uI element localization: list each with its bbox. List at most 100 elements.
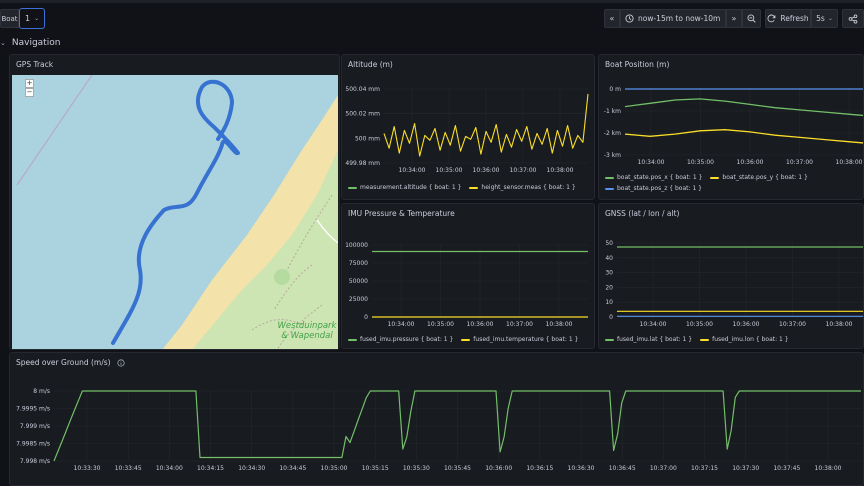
legend-item[interactable]: boat_state.pos_z { boat: 1 } (605, 185, 702, 192)
x-tick-label: 10:34:45 (279, 465, 306, 472)
x-tick-label: 10:34:00 (640, 321, 667, 328)
x-tick-label: 10:38:00 (826, 321, 853, 328)
y-tick-label: -3 km (604, 152, 621, 159)
legend-item[interactable]: boat_state.pos_y { boat: 1 } (710, 174, 808, 181)
series-line (383, 93, 589, 157)
legend-label: fused_imu.pressure { boat: 1 } (360, 336, 454, 343)
map-zoom-out-button[interactable]: − (25, 88, 34, 97)
x-tick-label: 10:37:00 (510, 167, 537, 174)
legend-item[interactable]: fused_imu.lat { boat: 1 } (605, 336, 692, 343)
legend-item[interactable]: boat_state.pos_x { boat: 1 } (605, 174, 702, 181)
y-tick-label: 100000 (345, 242, 368, 249)
time-shift-back-button[interactable]: « (604, 9, 620, 28)
boat-variable-value: 1 (25, 14, 31, 23)
panel-title: Altitude (m) (348, 60, 393, 69)
zoom-out-icon (747, 14, 756, 23)
boat-variable-select[interactable]: 1 ⌄ (19, 8, 45, 29)
x-tick-label: 10:33:45 (115, 465, 142, 472)
panel-speed: Speed over Ground (m/s) 8 m/s 7.9995 m/s 7… (9, 352, 864, 486)
panel-gnss: GNSS (lat / lon / alt) 50 40 30 20 10 0 10:34:… (598, 203, 864, 349)
legend-label: boat_state.pos_x { boat: 1 } (617, 174, 703, 181)
x-tick-label: 10:36:00 (733, 321, 760, 328)
y-tick-label: 7.999 m/s (20, 423, 50, 430)
legend-label: fused_imu.lon { boat: 1 } (712, 336, 789, 343)
x-tick-label: 10:34:00 (399, 167, 426, 174)
speed-chart[interactable]: 8 m/s 7.9995 m/s 7.999 m/s 7.9985 m/s 7.998 … (10, 375, 864, 485)
y-tick-label: 0 m (609, 86, 621, 93)
y-tick-label: 50 (605, 240, 613, 247)
position-chart[interactable]: 0 m -1 km -2 km -3 km 10:34:00 10:35:00 10:36:… (599, 75, 864, 171)
info-icon[interactable] (116, 358, 125, 367)
x-tick-label: 10:34:00 (388, 321, 415, 328)
y-tick-label: 499.98 mm (345, 160, 380, 167)
chevron-double-left-icon: « (609, 14, 615, 23)
series-line (624, 129, 863, 144)
legend-swatch (348, 186, 357, 189)
chevron-down-icon: ⌄ (827, 15, 833, 22)
legend-swatch (348, 338, 357, 341)
park-area (192, 150, 338, 349)
x-tick-label: 10:35:30 (403, 465, 430, 472)
x-tick-label: 10:37:00 (779, 321, 806, 328)
x-tick-label: 10:37:30 (732, 465, 759, 472)
x-tick-label: 10:34:00 (156, 465, 183, 472)
panel-title: Boat Position (m) (605, 60, 670, 69)
x-tick-label: 10:34:15 (197, 465, 224, 472)
row-navigation-toggle[interactable]: ⌄ Navigation (0, 36, 60, 50)
x-tick-label: 10:38:00 (836, 159, 863, 166)
map-zoom-in-button[interactable]: + (25, 79, 34, 88)
y-tick-label: 7.9985 m/s (16, 441, 50, 448)
panel-title: GNSS (lat / lon / alt) (605, 209, 680, 218)
legend-item[interactable]: measurement.altitude { boat: 1 } (348, 184, 461, 191)
altitude-legend: measurement.altitude { boat: 1 } height_s… (348, 184, 576, 191)
y-tick-label: 30 (605, 270, 613, 277)
imu-legend: fused_imu.pressure { boat: 1 } fused_imu.… (348, 336, 578, 343)
x-tick-label: 10:36:00 (485, 465, 512, 472)
gps-map[interactable] (12, 75, 338, 350)
park-road (316, 219, 338, 244)
legend-item[interactable]: height_sensor.meas { boat: 1 } (469, 184, 576, 191)
legend-item[interactable]: fused_imu.lon { boat: 1 } (700, 336, 789, 343)
legend-item[interactable]: fused_imu.temperature { boat: 1 } (461, 336, 578, 343)
x-tick-label: 10:38:00 (547, 167, 574, 174)
x-tick-label: 10:34:00 (638, 159, 665, 166)
refresh-icon (767, 14, 776, 23)
gnss-chart[interactable]: 50 40 30 20 10 0 10:34:00 10:35:00 10:36:00 10:37… (599, 224, 864, 332)
imu-chart[interactable]: 100000 75000 50000 25000 0 10:34:00 10:35:00 10… (342, 224, 595, 332)
panel-title: Speed over Ground (m/s) (16, 358, 111, 367)
y-tick-label: 7.9995 m/s (16, 406, 50, 413)
panel-gps-track: GPS Track + − Westduinpark & Wapendal (9, 54, 340, 350)
x-tick-label: 10:37:15 (691, 465, 718, 472)
x-tick-label: 10:35:00 (687, 159, 714, 166)
time-shift-forward-button[interactable]: » (726, 9, 742, 28)
legend-swatch (605, 338, 614, 341)
x-tick-label: 10:33:30 (74, 465, 101, 472)
legend-label: fused_imu.temperature { boat: 1 } (473, 336, 579, 343)
boat-track (111, 79, 240, 345)
legend-item[interactable]: fused_imu.pressure { boat: 1 } (348, 336, 453, 343)
zoom-out-button[interactable] (742, 9, 761, 28)
x-tick-label: 10:36:00 (473, 167, 500, 174)
refresh-label: Refresh (780, 14, 809, 23)
y-tick-label: 25000 (349, 296, 368, 303)
y-tick-label: 8 m/s (33, 388, 50, 395)
top-divider (0, 0, 864, 3)
boundary-line (16, 75, 93, 186)
chevron-down-icon: ⌄ (0, 39, 6, 47)
refresh-button[interactable]: Refresh (765, 9, 811, 28)
series-line (624, 98, 863, 117)
y-tick-label: 500.02 mm (345, 111, 380, 118)
x-tick-label: 10:35:15 (362, 465, 389, 472)
legend-label: boat_state.pos_z { boat: 1 } (617, 185, 702, 192)
map-label-park: Westduinpark & Wapendal (272, 321, 339, 341)
altitude-chart[interactable]: 500.04 mm 500.02 mm 500 mm 499.98 mm 10:34:0… (342, 75, 595, 179)
x-tick-label: 10:37:00 (786, 159, 813, 166)
time-range-picker[interactable]: now-15m to now-10m (620, 9, 726, 28)
refresh-interval-picker[interactable]: 5s ⌄ (811, 9, 838, 28)
y-tick-label: 500 mm (355, 135, 380, 142)
share-button[interactable] (842, 9, 864, 28)
chevron-double-right-icon: » (731, 14, 737, 23)
legend-swatch (605, 176, 614, 179)
x-tick-label: 10:36:45 (609, 465, 636, 472)
y-tick-label: 40 (605, 255, 613, 262)
